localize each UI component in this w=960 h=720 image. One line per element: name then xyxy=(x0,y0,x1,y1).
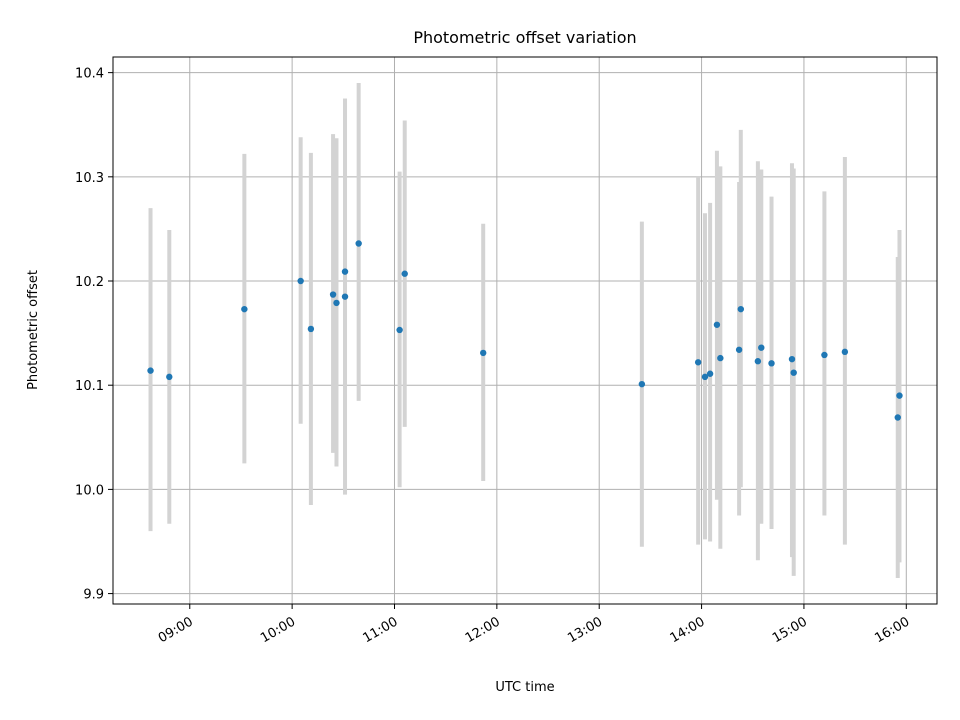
data-point xyxy=(401,270,408,277)
data-point xyxy=(706,370,714,377)
x-tick-label: 14:00 xyxy=(668,614,708,646)
data-point xyxy=(241,305,248,313)
data-point xyxy=(355,240,362,247)
data-point xyxy=(341,293,349,300)
data-point xyxy=(396,326,403,334)
y-tick-label: 10.2 xyxy=(75,275,104,290)
data-point xyxy=(713,321,721,328)
data-point xyxy=(638,380,646,388)
data-point xyxy=(166,373,173,381)
data-point xyxy=(701,373,709,381)
x-tick-label: 10:00 xyxy=(258,614,298,646)
chart-title: Photometric offset variation xyxy=(413,28,636,47)
x-tick-label: 13:00 xyxy=(565,614,605,646)
x-tick-label: 16:00 xyxy=(872,614,912,646)
data-point xyxy=(694,359,702,366)
data-point xyxy=(758,344,765,351)
data-point xyxy=(894,414,901,421)
data-point xyxy=(147,367,154,374)
y-tick-label: 9.9 xyxy=(83,588,104,603)
data-point xyxy=(333,299,340,307)
y-axis-ticks: 9.9 10.0 10.1 10.2 10.3 10.4 xyxy=(75,67,113,603)
error-bars xyxy=(148,83,902,578)
x-tick-label: 11:00 xyxy=(361,614,401,646)
data-point xyxy=(821,351,828,359)
y-tick-label: 10.4 xyxy=(75,67,104,82)
y-tick-label: 10.1 xyxy=(75,379,104,394)
data-point xyxy=(788,355,796,363)
data-point xyxy=(737,305,745,313)
x-axis-ticks: 09:00 10:00 11:00 12:00 13:00 14:00 15:00 16:00 xyxy=(156,604,912,646)
x-tick-label: 12:00 xyxy=(463,614,503,646)
data-point xyxy=(754,358,762,365)
y-tick-label: 10.3 xyxy=(75,171,104,186)
data-points xyxy=(147,240,903,421)
data-point xyxy=(841,348,849,356)
y-tick-label: 10.0 xyxy=(75,483,104,498)
data-point xyxy=(480,349,487,357)
data-point xyxy=(717,354,724,362)
data-point xyxy=(329,291,337,298)
x-tick-label: 09:00 xyxy=(156,614,196,646)
plot-frame xyxy=(112,56,938,605)
data-point xyxy=(307,325,315,333)
data-point xyxy=(341,268,349,275)
x-axis-label: UTC time xyxy=(495,680,554,695)
y-axis-label: Photometric offset xyxy=(26,270,41,390)
data-point xyxy=(768,360,775,367)
data-point xyxy=(297,277,304,285)
x-tick-label: 15:00 xyxy=(770,614,810,646)
grid xyxy=(113,57,937,604)
data-point xyxy=(735,346,743,353)
data-point xyxy=(790,369,797,376)
data-point xyxy=(896,392,903,399)
